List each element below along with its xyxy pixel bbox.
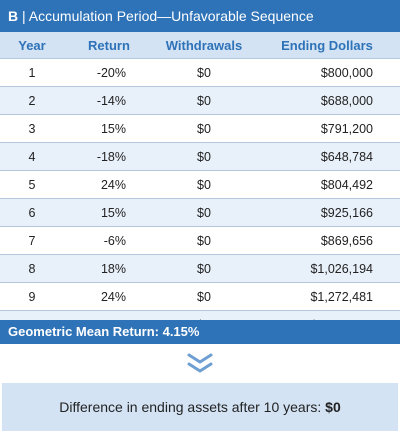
- table-row: 7 -6% $0 $869,656: [0, 226, 400, 255]
- table-row: 1 -20% $0 $800,000: [0, 58, 400, 87]
- table-row: 2 -14% $0 $688,000: [0, 86, 400, 115]
- cell-ending-dollars: $648,784: [254, 142, 400, 171]
- cell-return: 24%: [64, 170, 154, 199]
- cell-year: 2: [0, 86, 64, 115]
- cell-return: -14%: [64, 86, 154, 115]
- column-header-year: Year: [0, 32, 64, 59]
- difference-summary: Difference in ending assets after 10 yea…: [2, 383, 398, 431]
- column-header-return: Return: [64, 32, 154, 59]
- table-row: 4 -18% $0 $648,784: [0, 142, 400, 171]
- cell-return: -18%: [64, 142, 154, 171]
- table-row: 8 18% $0 $1,026,194: [0, 254, 400, 283]
- cell-return: -6%: [64, 226, 154, 255]
- cell-year: 7: [0, 226, 64, 255]
- cell-withdrawals: $0: [154, 58, 254, 87]
- table-row: 9 24% $0 $1,272,481: [0, 282, 400, 311]
- cell-year: 3: [0, 114, 64, 143]
- cell-withdrawals: $0: [154, 254, 254, 283]
- cell-ending-dollars: $800,000: [254, 58, 400, 87]
- cell-return: 15%: [64, 114, 154, 143]
- cell-year: 9: [0, 282, 64, 311]
- column-header-withdrawals: Withdrawals: [154, 32, 254, 59]
- cell-ending-dollars: $925,166: [254, 198, 400, 227]
- cell-ending-dollars: $804,492: [254, 170, 400, 199]
- double-chevron-down-icon: [187, 353, 213, 373]
- cell-return: 15%: [64, 198, 154, 227]
- cell-return: 18%: [64, 254, 154, 283]
- cell-withdrawals: $0: [154, 170, 254, 199]
- panel-title: Accumulation Period—Unfavorable Sequence: [28, 8, 314, 24]
- cell-withdrawals: $0: [154, 114, 254, 143]
- panel-title-bar: B | Accumulation Period—Unfavorable Sequ…: [0, 0, 400, 32]
- cell-ending-dollars: $791,200: [254, 114, 400, 143]
- column-header-ending-dollars: Ending Dollars: [254, 32, 400, 59]
- cell-ending-dollars: $869,656: [254, 226, 400, 255]
- cell-return: 24%: [64, 282, 154, 311]
- cell-return: -20%: [64, 58, 154, 87]
- cell-year: 1: [0, 58, 64, 87]
- cell-year: 6: [0, 198, 64, 227]
- cell-year: 8: [0, 254, 64, 283]
- difference-value: $0: [325, 399, 341, 415]
- cell-ending-dollars: $1,272,481: [254, 282, 400, 311]
- table-row: 3 15% $0 $791,200: [0, 114, 400, 143]
- cell-year: 5: [0, 170, 64, 199]
- cell-withdrawals: $0: [154, 226, 254, 255]
- cell-withdrawals: $0: [154, 86, 254, 115]
- geometric-mean-return: Geometric Mean Return: 4.15%: [0, 320, 400, 344]
- table-body: 1 -20% $0 $800,000 2 -14% $0 $688,000 3 …: [0, 58, 400, 338]
- table-row: 6 15% $0 $925,166: [0, 198, 400, 227]
- returns-table: Year Return Withdrawals Ending Dollars 1…: [0, 32, 400, 338]
- cell-year: 4: [0, 142, 64, 171]
- panel-label: B: [8, 8, 19, 24]
- title-separator: |: [22, 8, 26, 24]
- table-header-row: Year Return Withdrawals Ending Dollars: [0, 32, 400, 59]
- cell-withdrawals: $0: [154, 142, 254, 171]
- cell-withdrawals: $0: [154, 198, 254, 227]
- difference-label: Difference in ending assets after 10 yea…: [59, 399, 322, 415]
- cell-withdrawals: $0: [154, 282, 254, 311]
- table-row: 5 24% $0 $804,492: [0, 170, 400, 199]
- cell-ending-dollars: $1,026,194: [254, 254, 400, 283]
- cell-ending-dollars: $688,000: [254, 86, 400, 115]
